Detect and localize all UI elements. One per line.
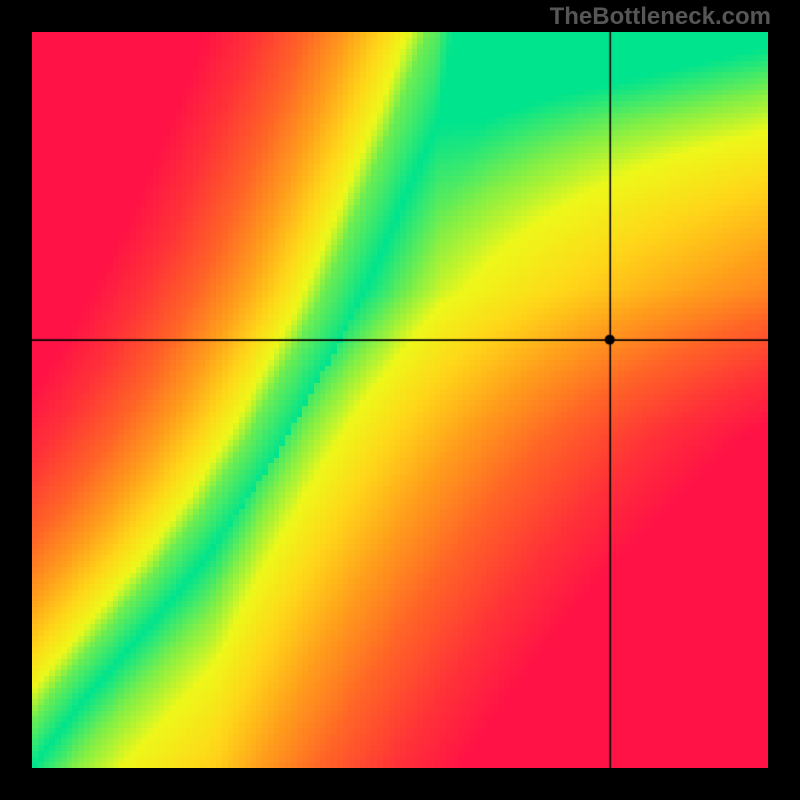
watermark-text: TheBottleneck.com xyxy=(550,3,771,31)
bottleneck-heatmap xyxy=(32,32,768,768)
chart-container: TheBottleneck.com xyxy=(0,0,800,800)
